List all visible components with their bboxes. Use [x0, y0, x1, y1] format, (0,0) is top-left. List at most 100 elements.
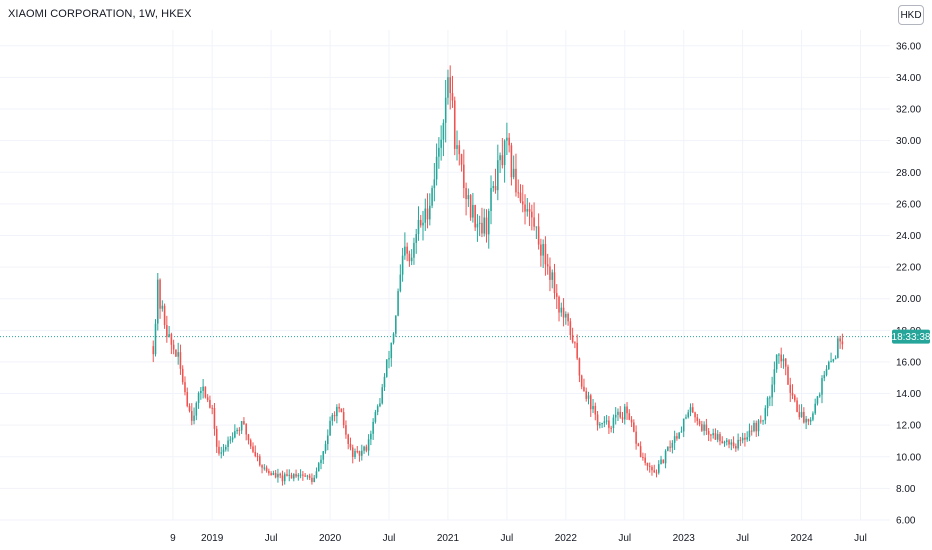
- candle-body: [397, 291, 399, 316]
- candle-body: [408, 253, 411, 262]
- candle-body: [392, 333, 395, 343]
- candle-body: [324, 444, 327, 452]
- candle-body: [288, 474, 291, 476]
- candle-body: [723, 441, 726, 444]
- candle-body: [215, 428, 218, 447]
- candle-body: [565, 313, 567, 318]
- candle-body: [186, 392, 189, 406]
- candle-body: [467, 195, 470, 200]
- candle-body: [766, 397, 769, 409]
- candle-body: [458, 145, 461, 155]
- candle-body: [764, 408, 767, 421]
- candle-body: [621, 417, 624, 420]
- candle-body: [773, 369, 776, 385]
- price-tick-label: 6.00: [896, 516, 916, 527]
- candle-body: [814, 403, 816, 414]
- candle-body: [696, 417, 699, 422]
- candle-body: [735, 446, 737, 449]
- candle-body: [175, 349, 177, 357]
- candle-body: [589, 395, 592, 410]
- candle-body: [612, 417, 615, 428]
- last-price-tag-label: 18:33:38: [892, 332, 931, 343]
- candle-body: [728, 440, 730, 445]
- candle-body: [524, 204, 526, 212]
- candle-body: [261, 465, 263, 468]
- price-tick-label: 22.00: [896, 263, 921, 274]
- candle-body: [295, 474, 297, 477]
- currency-button[interactable]: HKD: [898, 5, 924, 25]
- candle-body: [190, 410, 193, 421]
- candle-body: [172, 344, 175, 350]
- candle-body: [791, 392, 794, 396]
- candle-body: [435, 156, 438, 180]
- candle-body: [229, 439, 232, 441]
- candle-body: [177, 352, 179, 357]
- candle-body: [444, 97, 447, 123]
- candle-body: [710, 434, 712, 436]
- candles: [152, 65, 844, 486]
- candle-body: [669, 446, 671, 448]
- candle-body: [689, 407, 692, 413]
- candle-body: [805, 418, 807, 423]
- price-tick-label: 28.00: [896, 168, 921, 179]
- candle-body: [841, 341, 844, 345]
- candle-body: [424, 208, 427, 223]
- candle-body: [478, 222, 481, 224]
- candle-body: [456, 145, 458, 149]
- candle-body: [521, 201, 524, 205]
- candle-body: [438, 147, 440, 157]
- candle-body: [293, 474, 295, 479]
- candle-body: [780, 354, 782, 362]
- candle-body: [719, 434, 721, 442]
- candle-body: [474, 205, 476, 228]
- candle-body: [798, 412, 801, 418]
- time-tick-label: 2020: [319, 533, 342, 544]
- candle-body: [576, 342, 578, 359]
- candle-body: [725, 440, 728, 442]
- candle-body: [188, 405, 191, 411]
- candle-body: [308, 475, 311, 478]
- candle-body: [526, 209, 529, 212]
- price-axis[interactable]: 6.008.0010.0012.0014.0016.0018.0020.0022…: [896, 41, 921, 526]
- candle-body: [487, 210, 490, 235]
- candle-body: [651, 466, 653, 471]
- candle-body: [694, 412, 696, 418]
- candle-body: [283, 474, 286, 482]
- candle-body: [673, 436, 676, 443]
- candle-body: [313, 477, 315, 482]
- candle-body: [608, 420, 610, 428]
- candle-body: [818, 394, 821, 397]
- candle-body: [757, 420, 760, 432]
- candle-body: [691, 407, 694, 413]
- candle-body: [463, 164, 465, 189]
- time-tick-label: 2019: [201, 533, 224, 544]
- candle-body: [274, 473, 277, 478]
- candle-body: [560, 307, 563, 313]
- candle-body: [698, 421, 701, 425]
- price-tick-label: 34.00: [896, 73, 921, 84]
- candle-body: [778, 354, 780, 356]
- candle-body: [517, 192, 520, 194]
- candle-body: [789, 384, 792, 393]
- candle-body: [746, 437, 748, 440]
- candle-body: [331, 415, 334, 421]
- candle-body: [383, 376, 386, 388]
- price-tick-label: 26.00: [896, 199, 921, 210]
- candle-body: [304, 475, 306, 477]
- candle-body: [356, 451, 359, 453]
- candle-body: [739, 439, 742, 441]
- candle-body: [832, 359, 835, 362]
- candle-body: [485, 217, 488, 235]
- candle-body: [322, 451, 325, 460]
- time-tick-label: 2024: [790, 533, 813, 544]
- candle-body: [501, 155, 504, 166]
- candle-body: [680, 431, 683, 433]
- candle-body: [476, 223, 479, 228]
- candle-body: [270, 473, 272, 476]
- time-axis[interactable]: 9 2019 Jul 2020 Jul 2021 Jul 2022 Jul 2023 Jul 2024…: [170, 533, 867, 544]
- candle-body: [161, 305, 164, 309]
- candle-body: [583, 386, 585, 392]
- candle-body: [546, 264, 549, 267]
- candle-body: [585, 391, 588, 399]
